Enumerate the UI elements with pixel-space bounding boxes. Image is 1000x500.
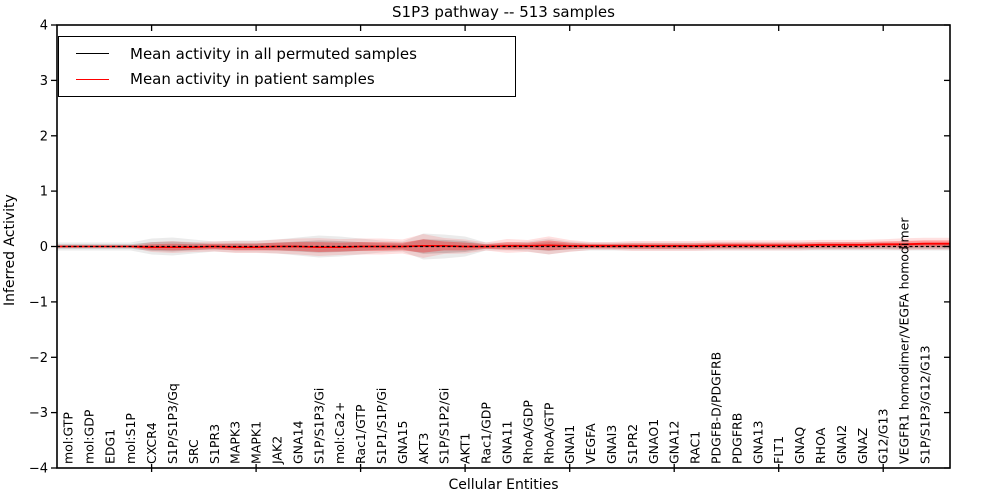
x-tick-label: GNA11: [500, 421, 515, 465]
x-tick-label: VEGFA: [583, 423, 598, 464]
x-tick-label: MAPK3: [228, 421, 243, 464]
x-tick-label: RHOA: [813, 427, 828, 464]
chart-title: S1P3 pathway -- 513 samples: [392, 3, 615, 21]
legend: Mean activity in all permuted samples Me…: [58, 36, 516, 97]
x-tick-label: SRC: [186, 439, 201, 464]
x-tick-label: GNA13: [750, 421, 765, 465]
x-tick-label: S1P1/S1P/Gi: [374, 388, 389, 464]
x-tick-label: AKT3: [416, 433, 431, 464]
x-axis-title: Cellular Entities: [448, 477, 559, 493]
y-tick-label: 4: [40, 19, 48, 34]
x-tick-label: GNAI1: [562, 425, 577, 464]
x-tick-label: RhoA/GDP: [520, 400, 535, 464]
x-tick-label: JAK2: [270, 436, 285, 465]
x-tick-label: RhoA/GTP: [541, 402, 556, 464]
x-tick-label: GNA12: [667, 421, 682, 465]
x-tick-label: AKT1: [458, 433, 473, 464]
x-tick-label: RAC1: [688, 431, 703, 464]
y-tick-label: 3: [40, 74, 48, 89]
legend-permuted-line-swatch: [76, 53, 109, 55]
x-tick-label: GNA15: [395, 421, 410, 465]
legend-patient-line-swatch: [76, 78, 109, 80]
x-tick-label: GNAZ: [855, 428, 870, 464]
x-tick-label: G12/G13: [876, 409, 891, 464]
x-tick-label: Rac1/GDP: [479, 402, 494, 464]
x-tick-label: GNAQ: [792, 427, 807, 464]
y-axis-title: Inferred Activity: [2, 194, 18, 306]
y-tick-label: 0: [40, 240, 48, 255]
x-tick-label: PDGFRB: [729, 413, 744, 464]
x-tick-label: EDG1: [102, 429, 117, 464]
y-tick-label: −2: [29, 351, 48, 366]
legend-patient-label: Mean activity in patient samples: [130, 70, 375, 89]
x-tick-label: S1P/S1P3/Gi: [311, 388, 326, 464]
y-tick-label: 1: [40, 185, 48, 200]
x-tick-label: GNAO1: [646, 419, 661, 464]
y-tick-label: −3: [29, 406, 48, 421]
y-tick-label: −1: [29, 295, 48, 310]
legend-permuted-label: Mean activity in all permuted samples: [130, 44, 417, 63]
x-tick-label: GNAI3: [604, 425, 619, 464]
x-tick-label: mol:S1P: [123, 413, 138, 464]
y-tick-label: −4: [29, 462, 48, 477]
x-tick-label: mol:Ca2+: [332, 402, 347, 464]
legend-item-patient: Mean activity in patient samples: [59, 70, 515, 88]
x-tick-label: CXCR4: [144, 422, 159, 464]
x-tick-label: GNAI2: [834, 425, 849, 464]
x-tick-label: S1P/S1P3/Gq: [165, 383, 180, 464]
y-tick-label: 2: [40, 129, 48, 144]
x-tick-label: S1P/S1P3/G12/G13: [918, 345, 933, 464]
x-tick-label: MAPK1: [249, 421, 264, 464]
x-tick-label: PDGFB-D/PDGFRB: [709, 352, 724, 464]
x-tick-label: Rac1/GTP: [353, 404, 368, 464]
x-tick-label: S1PR2: [625, 424, 640, 464]
x-tick-label: mol:GDP: [81, 409, 96, 464]
x-tick-label: mol:GTP: [61, 412, 76, 464]
legend-item-permuted: Mean activity in all permuted samples: [59, 45, 515, 63]
x-tick-label: S1P/S1P2/Gi: [437, 388, 452, 464]
x-tick-label: S1PR3: [207, 424, 222, 464]
x-tick-label: VEGFR1 homodimer/VEGFA homodimer: [897, 217, 912, 464]
x-tick-label: FLT1: [771, 436, 786, 464]
x-tick-label: GNA14: [290, 420, 305, 464]
